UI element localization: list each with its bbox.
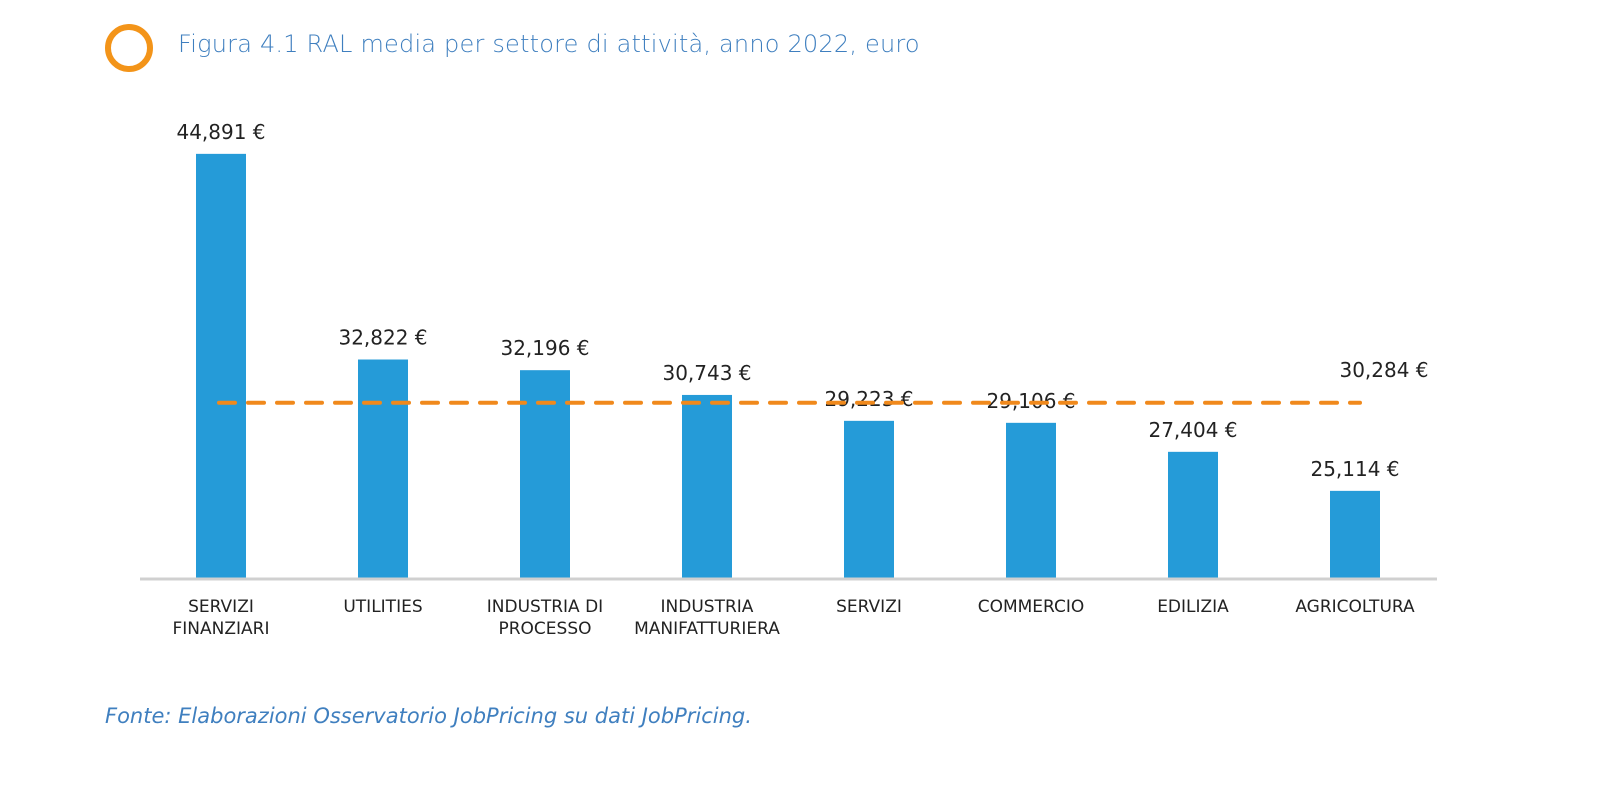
x-tick-label: SERVIZI	[836, 597, 902, 617]
x-tick-label: AGRICOLTURA	[1295, 597, 1415, 617]
data-label: 32,196 €	[500, 336, 589, 360]
x-tick-label: INDUSTRIA MANIFATTURIERA	[634, 597, 780, 639]
bar	[1006, 422, 1056, 578]
ring-icon	[105, 24, 153, 72]
x-tick-label: UTILITIES	[343, 597, 423, 617]
x-tick-label: COMMERCIO	[977, 597, 1085, 617]
data-label: 32,822 €	[338, 326, 427, 350]
bar	[520, 370, 570, 578]
source-note: Fonte: Elaborazioni Osservatorio JobPric…	[105, 704, 752, 728]
chart-title: Figura 4.1 RAL media per settore di atti…	[178, 30, 920, 58]
bar	[358, 359, 408, 578]
bar	[682, 394, 732, 578]
data-label: 27,404 €	[1148, 418, 1237, 442]
bar	[1168, 451, 1218, 578]
average-label: 30,284 €	[1339, 358, 1428, 382]
x-tick-label: SERVIZI FINANZIARI	[172, 597, 270, 639]
bar	[196, 153, 246, 578]
bar	[844, 420, 894, 578]
x-tick-label: INDUSTRIA DI PROCESSO	[486, 597, 604, 639]
data-label: 25,114 €	[1310, 457, 1399, 481]
data-label: 44,891 €	[176, 120, 265, 144]
data-label: 29,223 €	[824, 387, 913, 411]
bar	[1330, 490, 1380, 578]
data-label: 30,743 €	[662, 361, 751, 385]
x-tick-label: EDILIZIA	[1157, 597, 1229, 617]
